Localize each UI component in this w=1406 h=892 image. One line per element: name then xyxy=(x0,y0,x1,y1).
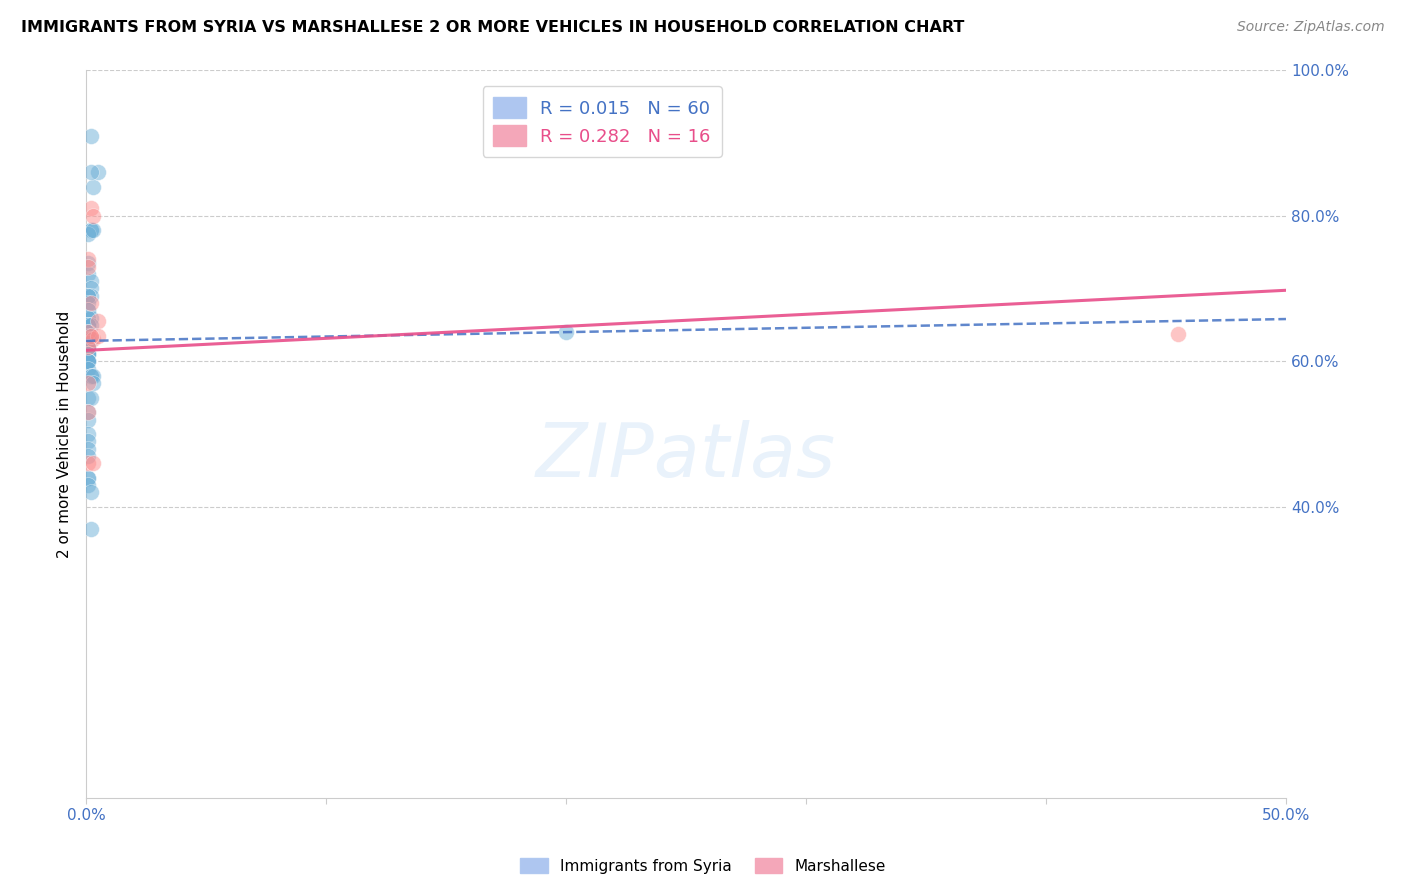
Point xyxy=(80,391,103,405)
Point xyxy=(77,405,100,419)
Point xyxy=(77,289,100,303)
Point xyxy=(80,328,103,343)
Point xyxy=(77,252,100,267)
Point xyxy=(80,223,103,237)
Point xyxy=(80,310,103,325)
Point xyxy=(80,368,103,383)
Point xyxy=(77,318,100,332)
Point xyxy=(82,209,104,223)
Point xyxy=(77,310,100,325)
Point xyxy=(77,354,100,368)
Point xyxy=(80,368,103,383)
Point xyxy=(77,336,100,351)
Point xyxy=(77,296,100,310)
Point xyxy=(77,260,100,274)
Point xyxy=(77,449,100,463)
Point xyxy=(80,485,103,500)
Point xyxy=(77,354,100,368)
Point xyxy=(80,165,103,179)
Point xyxy=(77,303,100,318)
Point xyxy=(80,128,103,143)
Point xyxy=(77,303,100,318)
Point xyxy=(80,296,103,310)
Legend: Immigrants from Syria, Marshallese: Immigrants from Syria, Marshallese xyxy=(515,852,891,880)
Point xyxy=(77,471,100,485)
Point xyxy=(77,347,100,361)
Point xyxy=(77,325,100,339)
Point xyxy=(77,471,100,485)
Point xyxy=(80,289,103,303)
Point xyxy=(87,165,110,179)
Point xyxy=(80,333,103,347)
Point xyxy=(77,340,100,354)
Point xyxy=(555,325,578,339)
Point xyxy=(77,336,100,351)
Point xyxy=(77,318,100,332)
Point xyxy=(77,267,100,281)
Point xyxy=(82,368,104,383)
Point xyxy=(77,354,100,368)
Point xyxy=(77,340,100,354)
Point xyxy=(80,223,103,237)
Point xyxy=(80,202,103,216)
Point xyxy=(77,318,100,332)
Point xyxy=(77,391,100,405)
Point xyxy=(87,314,110,328)
Point xyxy=(80,522,103,536)
Point xyxy=(80,274,103,288)
Point xyxy=(87,328,110,343)
Point xyxy=(77,376,100,390)
Point xyxy=(77,434,100,449)
Point xyxy=(1167,326,1189,341)
Point xyxy=(77,478,100,492)
Legend: R = 0.015   N = 60, R = 0.282   N = 16: R = 0.015 N = 60, R = 0.282 N = 16 xyxy=(482,87,721,157)
Point xyxy=(77,354,100,368)
Point xyxy=(77,427,100,442)
Point xyxy=(77,405,100,419)
Point xyxy=(82,376,104,390)
Point xyxy=(77,340,100,354)
Text: Source: ZipAtlas.com: Source: ZipAtlas.com xyxy=(1237,20,1385,34)
Point xyxy=(77,325,100,339)
Point xyxy=(82,223,104,237)
Point xyxy=(80,281,103,295)
Point xyxy=(77,347,100,361)
Point xyxy=(77,289,100,303)
Point xyxy=(77,361,100,376)
Point xyxy=(82,456,104,470)
Point xyxy=(77,456,100,470)
Y-axis label: 2 or more Vehicles in Household: 2 or more Vehicles in Household xyxy=(58,310,72,558)
Point xyxy=(77,347,100,361)
Point xyxy=(77,442,100,456)
Text: ZIPatlas: ZIPatlas xyxy=(536,420,837,491)
Point xyxy=(82,333,104,347)
Point xyxy=(77,412,100,426)
Point xyxy=(77,256,100,270)
Point xyxy=(77,347,100,361)
Point xyxy=(77,227,100,241)
Point xyxy=(77,333,100,347)
Point xyxy=(77,340,100,354)
Point xyxy=(80,318,103,332)
Point xyxy=(82,179,104,194)
Point xyxy=(77,328,100,343)
Text: IMMIGRANTS FROM SYRIA VS MARSHALLESE 2 OR MORE VEHICLES IN HOUSEHOLD CORRELATION: IMMIGRANTS FROM SYRIA VS MARSHALLESE 2 O… xyxy=(21,20,965,35)
